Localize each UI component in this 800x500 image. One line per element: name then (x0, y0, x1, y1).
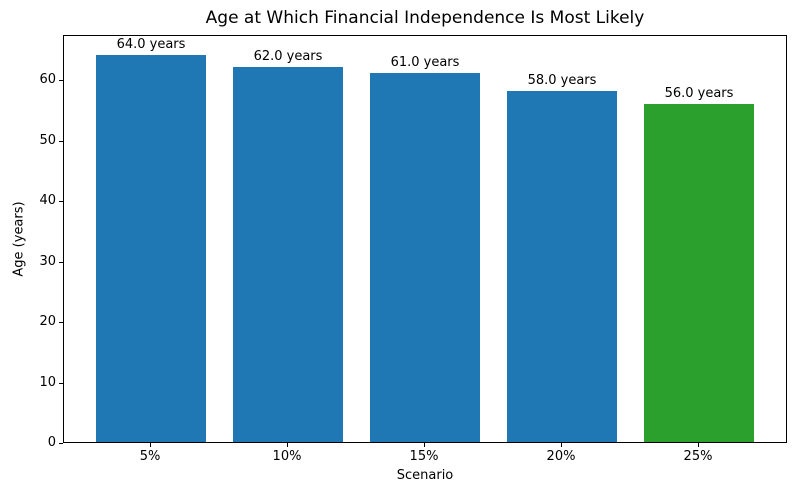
y-tick-label: 60 (39, 72, 56, 87)
x-tick-label: 25% (683, 449, 713, 464)
x-tick-label: 15% (409, 449, 439, 464)
y-tick-label: 10 (39, 375, 56, 390)
x-tick-label: 10% (272, 449, 302, 464)
bar-value-label: 58.0 years (527, 73, 597, 88)
bar-value-label: 64.0 years (116, 37, 186, 52)
x-tick-mark (424, 443, 425, 447)
y-tick-mark (59, 443, 63, 444)
y-tick-label: 30 (39, 254, 56, 269)
bar-20% (507, 91, 617, 442)
y-tick-mark (59, 322, 63, 323)
bar-value-label: 62.0 years (253, 49, 323, 64)
bar-5% (96, 55, 206, 442)
bar-10% (233, 67, 343, 442)
x-tick-label: 20% (546, 449, 576, 464)
x-tick-mark (561, 443, 562, 447)
x-tick-mark (287, 443, 288, 447)
bar-value-label: 56.0 years (664, 86, 734, 101)
y-tick-label: 0 (47, 435, 56, 450)
bar-value-label: 61.0 years (390, 55, 460, 70)
bar-25% (644, 104, 754, 442)
bar-15% (370, 73, 480, 442)
x-tick-mark (150, 443, 151, 447)
x-tick-mark (698, 443, 699, 447)
y-tick-mark (59, 262, 63, 263)
chart-title: Age at Which Financial Independence Is M… (205, 8, 645, 28)
plot-area: 64.0 years 62.0 years 61.0 years 58.0 years… (63, 35, 787, 443)
y-tick-mark (59, 201, 63, 202)
y-tick-label: 20 (39, 314, 56, 329)
y-tick-label: 50 (39, 133, 56, 148)
y-tick-mark (59, 141, 63, 142)
y-tick-mark (59, 383, 63, 384)
y-tick-mark (59, 80, 63, 81)
x-tick-label: 5% (139, 449, 161, 464)
x-axis-label: Scenario (396, 468, 454, 483)
y-tick-label: 40 (39, 193, 56, 208)
